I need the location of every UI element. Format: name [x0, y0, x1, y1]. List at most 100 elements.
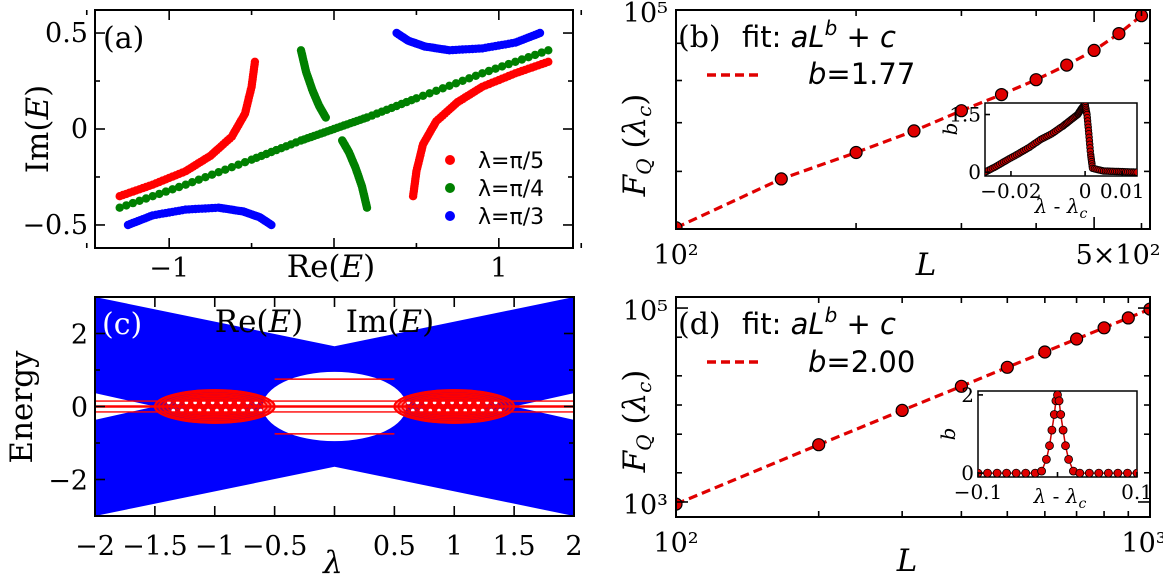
- data-point: [181, 180, 190, 189]
- data-point: [362, 203, 372, 212]
- data-point: [497, 62, 507, 71]
- panel-d-xlabel: L: [896, 543, 918, 579]
- data-point: [504, 59, 513, 69]
- data-point: [1112, 26, 1126, 41]
- inset-y-tick-label: 0: [968, 160, 981, 184]
- x-tick-label: −1: [195, 531, 235, 562]
- inset-x-tick-label: −0.1: [954, 480, 1003, 504]
- data-point: [544, 57, 553, 66]
- inset-point: [1133, 168, 1137, 176]
- data-point: [221, 165, 230, 174]
- legend-label: λ=π/3: [478, 205, 544, 230]
- inset-point: [1084, 468, 1094, 477]
- panel-b-xlabel: L: [915, 247, 937, 283]
- legend-marker: [445, 183, 455, 193]
- data-point: [849, 145, 863, 160]
- panel-d-ylabel: FQ (λc): [617, 370, 656, 474]
- data-point: [234, 160, 243, 169]
- inset-point: [1123, 468, 1132, 477]
- inset-x-tick-label: 0.01: [1100, 179, 1145, 203]
- data-point: [227, 163, 236, 172]
- panel-d-label: (d): [678, 307, 721, 342]
- panel-b-fit-label: fit: aLb + c: [742, 16, 896, 54]
- panel-a-xlabel: Re(E): [287, 249, 376, 285]
- panel-b-label: (b): [678, 20, 721, 55]
- panel-d-fit-label: fit: aLb + c: [742, 303, 896, 341]
- x-tick-label: 10²: [653, 240, 698, 271]
- panel-c-ylabel: Energy: [4, 350, 40, 464]
- data-point: [122, 201, 131, 210]
- inset-point: [1064, 454, 1073, 464]
- data-point: [451, 79, 461, 88]
- data-point: [1038, 345, 1052, 359]
- panel-c-spectrum: [95, 297, 574, 516]
- data-point: [188, 178, 197, 187]
- panel-b-inset-data: [985, 103, 1137, 176]
- legend-label: λ=π/5: [478, 149, 544, 174]
- panel-b-ylabel: FQ (λc): [617, 94, 656, 198]
- data-point: [174, 182, 184, 192]
- x-tick-label: −2: [75, 531, 115, 562]
- inset-x-tick-label: 0: [1079, 179, 1092, 203]
- inset-point: [1011, 468, 1021, 477]
- x-tick-label: −1.5: [122, 531, 188, 562]
- panel-d-data: [676, 302, 1150, 511]
- inset-point: [1104, 468, 1113, 477]
- spectrum-gap-bottom: [95, 466, 574, 516]
- panel-a-ticks: −1 1 −0.5 0 0.5: [22, 10, 583, 284]
- x-tick-label: 1: [446, 531, 463, 562]
- x-tick-label: 5×10²: [1076, 240, 1161, 271]
- panel-b-inset-frame: [984, 102, 1138, 177]
- data-point: [267, 220, 276, 230]
- data-point: [517, 55, 527, 64]
- x-tick-label: 10²: [653, 528, 698, 559]
- data-point: [544, 46, 553, 55]
- spectrum-gap-top: [95, 297, 574, 347]
- data-point: [128, 198, 138, 208]
- data-point: [465, 74, 474, 83]
- data-point: [445, 81, 454, 91]
- panel-a-ylabel: Im(E): [20, 85, 56, 174]
- data-point: [994, 87, 1009, 102]
- inset-point: [1047, 425, 1057, 435]
- legend-marker: [445, 155, 455, 165]
- data-point: [1029, 73, 1043, 87]
- data-point: [537, 48, 546, 57]
- data-point: [1069, 332, 1084, 346]
- data-point: [524, 53, 533, 62]
- x-tick-label: 1: [490, 253, 507, 284]
- data-point: [214, 168, 223, 177]
- inset-point: [1042, 454, 1051, 464]
- y-tick-label: 0.5: [45, 18, 88, 49]
- inset-point: [1002, 468, 1011, 477]
- panel-c: −2 −1.5 −1 −0.5 0.5 1 1.5 2−202 (c) Re(E) Im(E)…: [4, 296, 583, 580]
- panel-d-inset-ylabel: b: [936, 428, 960, 441]
- data-point: [321, 113, 330, 122]
- inset-y-tick-label: 0: [961, 461, 974, 485]
- panel-c-ticks: −2 −1.5 −1 −0.5 0.5 1 1.5 2−202: [48, 296, 583, 562]
- inset-y-tick-label: 1.5: [949, 103, 981, 127]
- inset-point: [1061, 441, 1070, 451]
- panel-d-inset-xlabel: λ - λc: [1033, 484, 1087, 512]
- inset-point: [1037, 466, 1046, 476]
- y-tick-label: 10³: [623, 490, 668, 521]
- fit-line: [676, 307, 1150, 506]
- y-tick-label: 10⁵: [623, 296, 668, 327]
- data-point: [148, 192, 157, 201]
- x-tick-label: 0.5: [373, 531, 416, 562]
- data-point: [1097, 321, 1111, 335]
- inset-point: [1058, 425, 1068, 435]
- inset-point: [992, 468, 1002, 477]
- data-point: [676, 497, 683, 511]
- inset-point: [1132, 468, 1137, 477]
- data-point: [484, 66, 494, 76]
- data-point: [774, 172, 788, 186]
- data-point: [141, 194, 151, 203]
- inset-point: [1054, 396, 1064, 406]
- data-point: [676, 221, 683, 229]
- data-point: [425, 89, 434, 98]
- data-point: [194, 175, 203, 184]
- panel-b: 10² 5×10² 10⁵ (b) fit: aLb + c b=1.77 L FQ…: [617, 0, 1161, 283]
- panel-c-legend-re: Re(E): [215, 304, 304, 340]
